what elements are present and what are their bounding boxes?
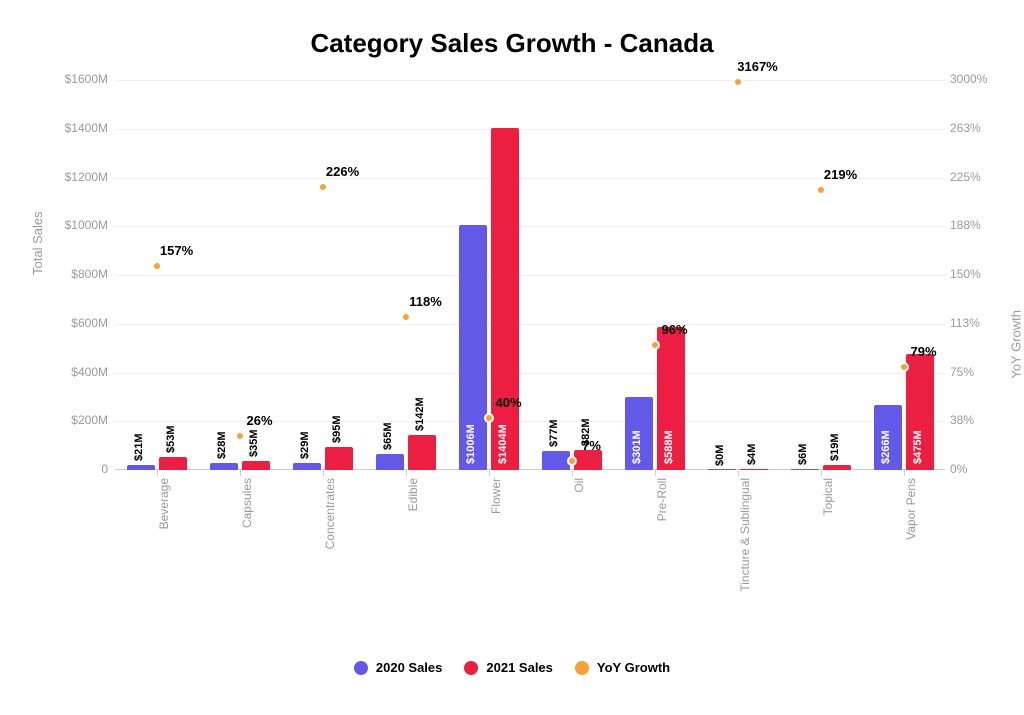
- y-tick-right: 188%: [950, 218, 1005, 232]
- legend-swatch: [575, 661, 589, 675]
- yoy-growth-point: [899, 362, 909, 372]
- gridline: [115, 373, 945, 374]
- category-label: Beverage: [157, 427, 171, 478]
- y-tick-right: 75%: [950, 365, 1005, 379]
- y-tick-right: 263%: [950, 121, 1005, 135]
- bar-2020-sales: [127, 465, 155, 470]
- y-tick-left: $400M: [53, 365, 108, 379]
- bar-value-label: $65M: [382, 423, 394, 451]
- bar-2020-sales: [542, 451, 570, 470]
- y-axis-right-title: YoY Growth: [1009, 310, 1024, 379]
- legend-label: 2021 Sales: [486, 660, 553, 675]
- yoy-growth-label: 219%: [824, 167, 857, 182]
- y-tick-left: $1200M: [53, 170, 108, 184]
- chart-container: Category Sales Growth - Canada Total Sal…: [0, 0, 1024, 715]
- legend-label: 2020 Sales: [376, 660, 443, 675]
- y-tick-left: $800M: [53, 267, 108, 281]
- gridline: [115, 275, 945, 276]
- category-label: Flower: [489, 442, 503, 478]
- yoy-growth-point: [401, 312, 411, 322]
- y-tick-right: 3000%: [950, 72, 1005, 86]
- chart-title: Category Sales Growth - Canada: [0, 28, 1024, 59]
- y-tick-left: 0: [53, 462, 108, 476]
- yoy-growth-label: 3167%: [737, 59, 777, 74]
- yoy-growth-point: [650, 340, 660, 350]
- gridline: [115, 324, 945, 325]
- legend-swatch: [464, 661, 478, 675]
- yoy-growth-label: 157%: [160, 243, 193, 258]
- bar-value-label: $0M: [714, 445, 726, 466]
- yoy-growth-label: 7%: [582, 438, 601, 453]
- legend-item: 2020 Sales: [354, 660, 443, 675]
- y-tick-right: 38%: [950, 413, 1005, 427]
- y-tick-left: $200M: [53, 413, 108, 427]
- legend-label: YoY Growth: [597, 660, 670, 675]
- gridline: [115, 129, 945, 130]
- yoy-growth-point: [733, 77, 743, 87]
- bar-value-label: $28M: [216, 432, 228, 460]
- bar-value-label: $266M: [880, 430, 892, 464]
- y-tick-left: $1600M: [53, 72, 108, 86]
- category-label: Edible: [406, 445, 420, 478]
- category-label: Vapor Pens: [904, 416, 918, 478]
- bar-value-label: $29M: [299, 431, 311, 459]
- bar-value-label: $1006M: [465, 424, 477, 464]
- bar-value-label: $301M: [631, 430, 643, 464]
- gridline: [115, 80, 945, 81]
- category-label: Concentrates: [323, 407, 337, 478]
- y-axis-left-title: Total Sales: [30, 211, 45, 275]
- y-tick-left: $1000M: [53, 218, 108, 232]
- legend-item: 2021 Sales: [464, 660, 553, 675]
- y-tick-right: 0%: [950, 462, 1005, 476]
- plot-area: 0$200M$400M$600M$800M$1000M$1200M$1400M$…: [115, 80, 945, 470]
- gridline: [115, 178, 945, 179]
- legend: 2020 Sales 2021 Sales YoY Growth: [0, 660, 1024, 675]
- bar-2021-sales: [491, 128, 519, 470]
- yoy-growth-point: [318, 182, 328, 192]
- bar-2020-sales: [293, 463, 321, 470]
- bar-2020-sales: [708, 469, 736, 470]
- y-tick-right: 113%: [950, 316, 1005, 330]
- yoy-growth-point: [816, 185, 826, 195]
- yoy-growth-point: [152, 261, 162, 271]
- bar-value-label: $21M: [133, 433, 145, 461]
- category-label: Pre-Roll: [655, 435, 669, 478]
- yoy-growth-point: [567, 456, 577, 466]
- bar-value-label: $77M: [548, 420, 560, 448]
- yoy-growth-label: 40%: [495, 395, 521, 410]
- bar-2020-sales: [376, 454, 404, 470]
- yoy-growth-label: 118%: [409, 294, 442, 309]
- category-label: Topical: [821, 441, 835, 478]
- yoy-growth-point: [484, 413, 494, 423]
- legend-swatch: [354, 661, 368, 675]
- bar-2020-sales: [210, 463, 238, 470]
- yoy-growth-point: [235, 431, 245, 441]
- y-tick-right: 150%: [950, 267, 1005, 281]
- legend-item: YoY Growth: [575, 660, 670, 675]
- yoy-growth-label: 226%: [326, 164, 359, 179]
- y-tick-left: $1400M: [53, 121, 108, 135]
- gridline: [115, 226, 945, 227]
- yoy-growth-label: 26%: [246, 413, 272, 428]
- yoy-growth-label: 96%: [661, 322, 687, 337]
- gridline: [115, 421, 945, 422]
- y-tick-right: 225%: [950, 170, 1005, 184]
- category-label: Tincture & Sublingual: [738, 364, 752, 478]
- y-tick-left: $600M: [53, 316, 108, 330]
- bar-value-label: $6M: [797, 443, 809, 464]
- yoy-growth-label: 79%: [910, 344, 936, 359]
- bar-2020-sales: [791, 469, 819, 470]
- bar-value-label: $142M: [414, 398, 426, 432]
